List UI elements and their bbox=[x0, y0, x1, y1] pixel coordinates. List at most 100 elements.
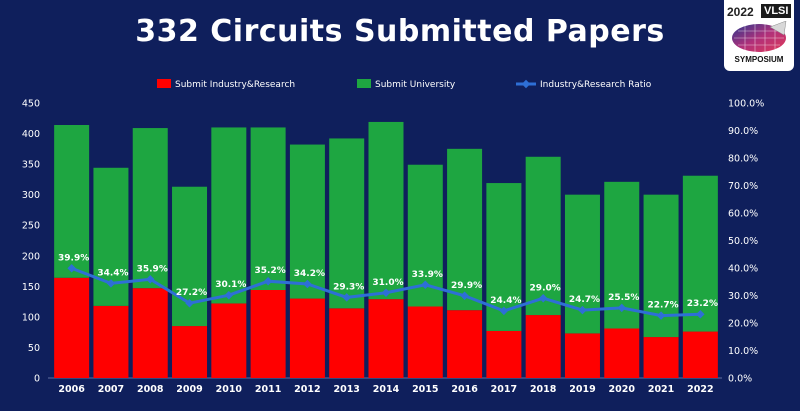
y-left-tick-label: 250 bbox=[22, 221, 40, 232]
y-right-tick-label: 30.0% bbox=[728, 291, 758, 302]
bar-industry-research bbox=[250, 290, 286, 378]
x-tick-label: 2009 bbox=[176, 384, 202, 395]
ratio-point bbox=[67, 264, 76, 273]
legend-item: Industry&Research Ratio bbox=[516, 79, 652, 90]
bar-industry-research bbox=[172, 326, 208, 378]
y-right-tick-label: 80.0% bbox=[728, 154, 758, 165]
ratio-point bbox=[460, 291, 469, 301]
ratio-data-label: 29.9% bbox=[451, 281, 482, 291]
x-tick-label: 2008 bbox=[137, 384, 164, 395]
logo-caption: SYMPOSIUM bbox=[734, 55, 784, 64]
y-left-tick-label: 400 bbox=[22, 129, 40, 140]
bar-university bbox=[289, 144, 325, 299]
ratio-data-label: 27.2% bbox=[176, 288, 207, 298]
ratio-point bbox=[303, 279, 312, 289]
y-left-tick-label: 450 bbox=[22, 99, 40, 110]
ratio-data-label: 35.2% bbox=[255, 266, 286, 276]
bar-university bbox=[211, 127, 247, 304]
ratio-data-label: 34.2% bbox=[294, 269, 325, 279]
x-tick-label: 2017 bbox=[491, 384, 517, 395]
logo-name: VLSI bbox=[761, 4, 792, 18]
ratio-point bbox=[263, 276, 273, 286]
bar-industry-research bbox=[604, 328, 640, 378]
x-tick-label: 2015 bbox=[412, 384, 438, 395]
bar-university bbox=[329, 138, 365, 309]
y-right-tick-label: 20.0% bbox=[728, 319, 758, 330]
x-tick-label: 2020 bbox=[609, 384, 636, 395]
y-left-tick-label: 350 bbox=[22, 160, 40, 171]
ratio-data-label: 33.9% bbox=[412, 270, 443, 280]
bar-university bbox=[132, 128, 168, 289]
ratio-point bbox=[342, 293, 351, 302]
y-left-tick-label: 50 bbox=[28, 343, 40, 354]
legend-swatch bbox=[357, 79, 371, 88]
ratio-data-label: 30.1% bbox=[215, 280, 246, 290]
ratio-point bbox=[224, 290, 234, 300]
x-tick-label: 2019 bbox=[569, 384, 595, 395]
x-tick-label: 2013 bbox=[333, 384, 359, 395]
ratio-point bbox=[381, 288, 391, 297]
bar-university bbox=[368, 121, 404, 300]
x-tick-label: 2006 bbox=[58, 384, 85, 395]
y-right-tick-label: 60.0% bbox=[728, 209, 758, 220]
ratio-point bbox=[499, 306, 509, 316]
x-tick-label: 2007 bbox=[98, 384, 124, 395]
bar-university bbox=[682, 175, 718, 332]
bar-industry-research bbox=[447, 310, 483, 378]
vlsi-symposium-logo: 2022 VLSI SYMPOSIUM bbox=[724, 0, 794, 71]
bar-university bbox=[250, 127, 286, 290]
legend-item: Submit Industry&Research bbox=[157, 79, 295, 90]
y-left-tick-label: 150 bbox=[22, 282, 40, 293]
chart-title: 332 Circuits Submitted Papers bbox=[135, 14, 665, 49]
ratio-data-label: 31.0% bbox=[372, 278, 403, 288]
y-right-tick-label: 90.0% bbox=[728, 126, 758, 137]
x-tick-label: 2022 bbox=[687, 384, 713, 395]
ratio-point bbox=[617, 303, 627, 313]
ratio-data-label: 23.2% bbox=[687, 299, 718, 309]
ratio-point bbox=[145, 275, 155, 284]
legend-label: Submit Industry&Research bbox=[175, 80, 295, 90]
bar-industry-research bbox=[329, 308, 365, 378]
y-left-tick-label: 200 bbox=[22, 251, 40, 262]
bar-industry-research bbox=[211, 303, 247, 378]
wafer-icon bbox=[732, 21, 787, 52]
ratio-data-label: 39.9% bbox=[58, 253, 89, 263]
bar-industry-research bbox=[368, 299, 404, 378]
ratio-point bbox=[696, 309, 705, 319]
logo-year: 2022 bbox=[727, 5, 754, 19]
bars bbox=[54, 121, 718, 378]
ratio-point bbox=[578, 305, 587, 315]
y-right-tick-label: 0.0% bbox=[728, 374, 752, 385]
bar-university bbox=[54, 125, 90, 278]
bar-industry-research bbox=[486, 330, 522, 378]
ratio-data-label: 29.3% bbox=[333, 282, 364, 292]
ratio-data-label: 22.7% bbox=[647, 301, 678, 311]
bar-industry-research bbox=[682, 331, 718, 378]
ratio-point bbox=[421, 280, 430, 290]
y-left-tick-label: 300 bbox=[22, 190, 40, 201]
x-tick-label: 2011 bbox=[255, 384, 281, 395]
legend-label: Submit University bbox=[375, 80, 456, 90]
y-right-tick-label: 100.0% bbox=[728, 99, 764, 110]
ratio-data-label: 29.0% bbox=[530, 283, 561, 293]
legend-item: Submit University bbox=[357, 79, 456, 90]
x-tick-label: 2014 bbox=[373, 384, 400, 395]
bar-industry-research bbox=[407, 306, 443, 378]
ratio-point bbox=[106, 279, 116, 288]
bar-industry-research bbox=[564, 333, 600, 378]
ratio-data-label: 24.7% bbox=[569, 295, 600, 305]
legend-label: Industry&Research Ratio bbox=[540, 80, 652, 90]
legend: Submit Industry&Research Submit Universit… bbox=[157, 79, 652, 90]
ratio-data-label: 35.9% bbox=[137, 264, 168, 274]
ratio-point bbox=[185, 298, 194, 308]
ratio-point bbox=[656, 311, 666, 320]
bar-industry-research bbox=[525, 315, 561, 378]
ratio-data-label: 24.4% bbox=[490, 296, 521, 306]
x-tick-label: 2012 bbox=[294, 384, 320, 395]
y-right-tick-label: 70.0% bbox=[728, 181, 758, 192]
y-right-tick-label: 10.0% bbox=[728, 346, 758, 357]
data-labels: 39.9% 34.4% 35.9% 27.2% 30.1% 35.2% 34.2% 29.3%… bbox=[58, 253, 718, 310]
y-right-tick-label: 40.0% bbox=[728, 264, 758, 275]
x-tick-label: 2010 bbox=[216, 384, 243, 395]
